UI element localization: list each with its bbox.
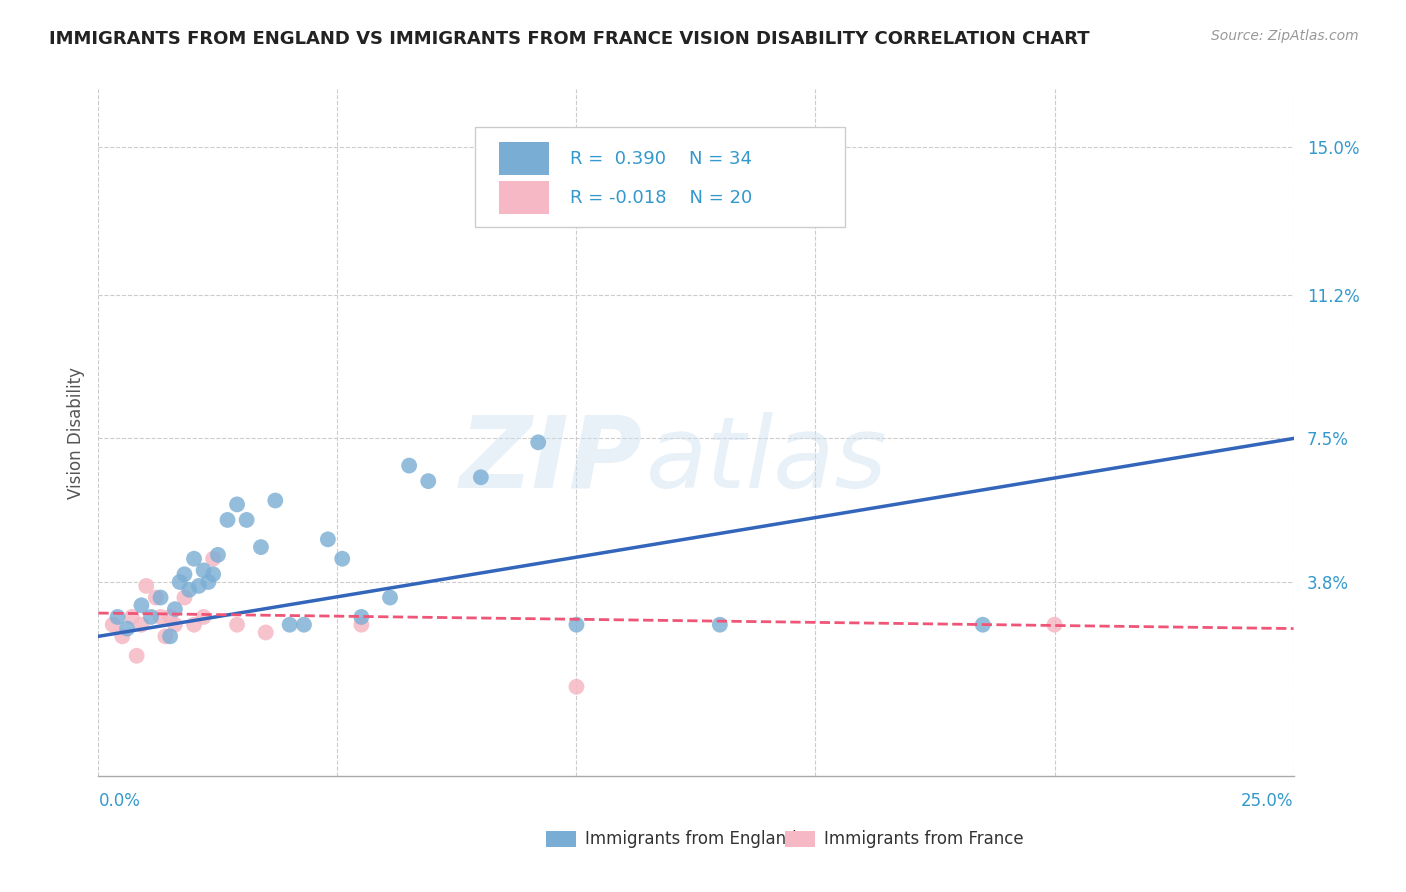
Point (149, 610, 172, 624)
FancyBboxPatch shape (499, 142, 548, 175)
Point (565, 680, 588, 694)
Text: atlas: atlas (645, 411, 887, 508)
Point (135, 579, 157, 593)
Point (155, 629, 177, 643)
Point (173, 591, 195, 605)
Point (169, 574, 191, 589)
Point (131, 617, 153, 632)
Text: Source: ZipAtlas.com: Source: ZipAtlas.com (1211, 29, 1358, 43)
Point (202, 567, 225, 582)
Point (330, 551, 353, 566)
Point (398, 458, 420, 473)
FancyBboxPatch shape (499, 181, 548, 214)
Point (1043, 617, 1066, 632)
Point (217, 513, 239, 527)
Point (264, 493, 287, 508)
Point (183, 551, 205, 566)
Point (350, 617, 373, 632)
Point (418, 474, 440, 488)
Point (159, 610, 181, 624)
Point (193, 610, 215, 624)
Point (179, 582, 201, 597)
Point (207, 548, 229, 562)
Point (235, 513, 257, 527)
FancyBboxPatch shape (475, 127, 845, 227)
Point (709, 617, 731, 632)
Point (111, 629, 134, 643)
Point (226, 497, 249, 511)
Point (131, 599, 153, 613)
Point (197, 574, 219, 589)
Point (115, 622, 138, 636)
Text: ZIP: ZIP (460, 411, 643, 508)
Point (101, 617, 124, 632)
Point (183, 617, 205, 632)
Point (173, 567, 195, 582)
Text: IMMIGRANTS FROM ENGLAND VS IMMIGRANTS FROM FRANCE VISION DISABILITY CORRELATION : IMMIGRANTS FROM ENGLAND VS IMMIGRANTS FR… (49, 30, 1090, 48)
Point (972, 617, 994, 632)
Point (187, 579, 209, 593)
Point (250, 540, 273, 554)
Point (125, 648, 148, 663)
Point (202, 551, 225, 566)
Point (139, 610, 162, 624)
Point (316, 533, 339, 547)
Point (163, 617, 186, 632)
Point (378, 591, 401, 605)
Point (350, 610, 373, 624)
Point (121, 610, 143, 624)
Point (149, 591, 172, 605)
Point (145, 591, 167, 605)
Text: R =  0.390    N = 34: R = 0.390 N = 34 (571, 150, 752, 168)
Text: R = -0.018    N = 20: R = -0.018 N = 20 (571, 189, 752, 207)
Text: 0.0%: 0.0% (98, 791, 141, 810)
Point (527, 435, 550, 450)
Point (565, 617, 588, 632)
Point (278, 617, 301, 632)
Point (193, 563, 215, 577)
Text: Immigrants from England: Immigrants from England (585, 830, 797, 848)
Point (254, 625, 277, 640)
Text: 25.0%: 25.0% (1241, 791, 1294, 810)
Point (470, 470, 492, 484)
Point (159, 629, 181, 643)
Point (163, 602, 186, 616)
Point (292, 617, 315, 632)
Point (107, 610, 129, 624)
Text: Immigrants from France: Immigrants from France (824, 830, 1024, 848)
Y-axis label: Vision Disability: Vision Disability (66, 367, 84, 499)
Point (226, 617, 249, 632)
